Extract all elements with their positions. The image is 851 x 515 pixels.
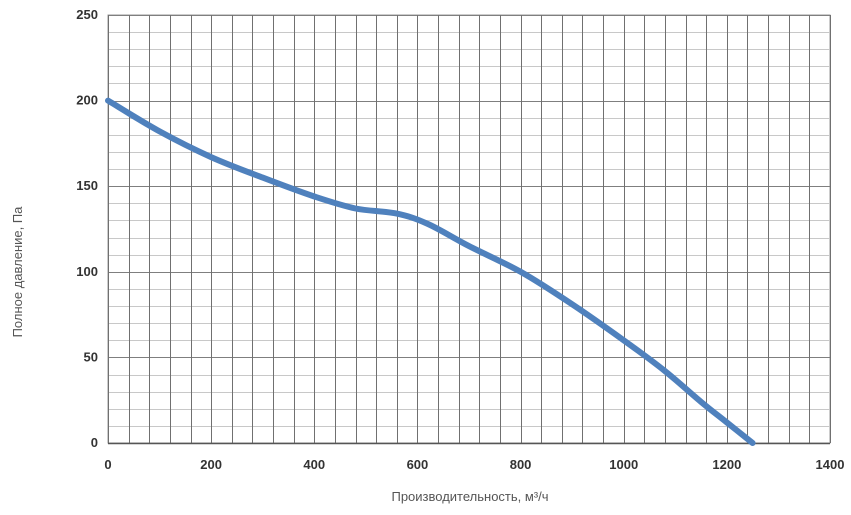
plot-border — [107, 14, 831, 444]
x-tick-label: 800 — [510, 457, 532, 472]
x-tick-label: 1000 — [609, 457, 638, 472]
y-tick-label: 0 — [91, 435, 98, 450]
x-tick-label: 200 — [200, 457, 222, 472]
performance-curve-line — [105, 97, 756, 446]
y-tick-label: 200 — [76, 93, 98, 108]
x-tick-label: 600 — [407, 457, 429, 472]
y-axis-ticks: 0 50 100 150 200 250 — [76, 7, 98, 450]
y-tick-label: 150 — [76, 178, 98, 193]
x-tick-label: 1200 — [712, 457, 741, 472]
x-axis-ticks: 0 200 400 600 800 1000 1200 1400 — [104, 457, 844, 472]
chart-grid — [107, 14, 831, 445]
y-tick-label: 50 — [84, 349, 98, 364]
y-axis-label: Полное давление, Па — [10, 206, 25, 338]
x-tick-label: 400 — [303, 457, 325, 472]
x-tick-label: 1400 — [816, 457, 845, 472]
x-tick-label: 0 — [104, 457, 111, 472]
y-tick-label: 250 — [76, 7, 98, 22]
chart-series — [105, 97, 756, 446]
x-axis-label: Производительность, м³/ч — [391, 489, 548, 504]
y-tick-label: 100 — [76, 264, 98, 279]
